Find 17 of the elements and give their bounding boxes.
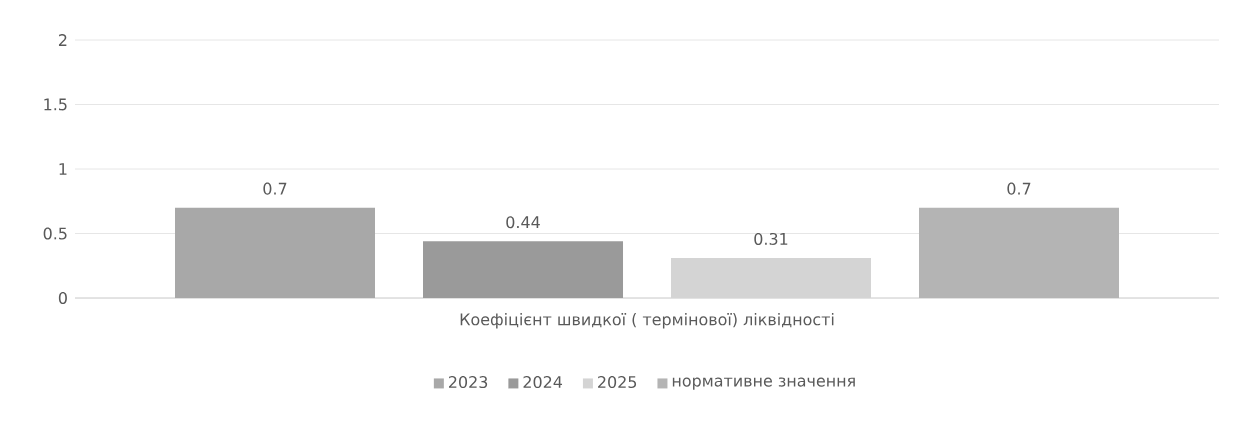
y-tick-label: 1.5	[44, 98, 67, 111]
data-label: 0.31	[754, 232, 788, 245]
legend-label: 2023	[448, 376, 488, 389]
y-tick-label: 2	[58, 34, 67, 46]
bar	[919, 207, 1120, 298]
bar	[175, 207, 375, 298]
y-tick-label: 1	[59, 163, 67, 175]
y-tick-label: 0.5	[43, 227, 67, 240]
y-tick-label: 0	[58, 291, 67, 305]
data-label: 0.7	[1007, 182, 1031, 195]
bar	[423, 241, 624, 298]
legend-label: 2025	[598, 376, 637, 389]
legend-label: нормативне значення	[672, 377, 855, 390]
legend-label: 2024	[523, 376, 563, 389]
data-label: 0.44	[506, 216, 540, 229]
x-tick-label: Коефіцієнт швидкої ( термінової) ліквідності	[460, 313, 834, 329]
data-label: 0.7	[263, 182, 287, 195]
